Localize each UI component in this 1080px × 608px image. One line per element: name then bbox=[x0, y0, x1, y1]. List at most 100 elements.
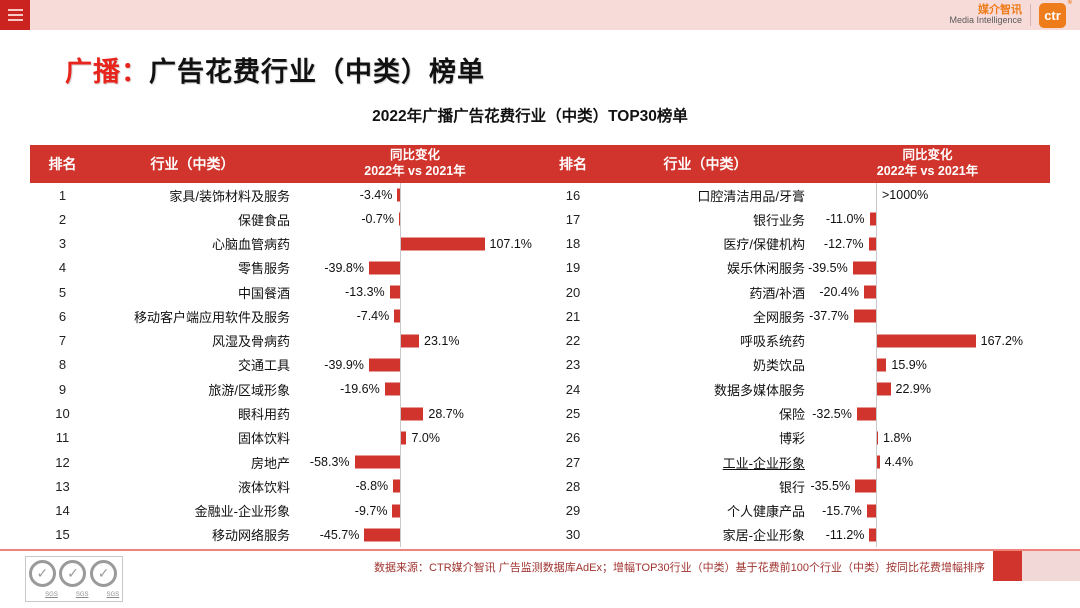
industry-cell: 固体饮料 bbox=[237, 431, 290, 447]
industry-cell: 移动客户端应用软件及服务 bbox=[133, 309, 290, 325]
change-bar bbox=[364, 528, 400, 542]
change-bar-cell: 22.9% bbox=[805, 377, 1050, 402]
table-row: 29 个人健康产品 -15.7% bbox=[540, 498, 1050, 523]
change-label: -20.4% bbox=[819, 285, 859, 300]
logo-text: 媒介智讯 Media Intelligence bbox=[949, 3, 1022, 26]
change-label: -35.5% bbox=[810, 479, 851, 494]
change-bar-cell: -9.7% bbox=[290, 498, 540, 523]
industry-cell: 保健食品 bbox=[237, 212, 290, 228]
change-label: -39.9% bbox=[324, 357, 364, 372]
rank-cell: 29 bbox=[565, 503, 581, 519]
table-row: 17 银行业务 -11.0% bbox=[540, 207, 1050, 232]
rank-cell: 4 bbox=[58, 260, 67, 276]
rank-cell: 13 bbox=[55, 478, 70, 494]
change-label: -13.3% bbox=[345, 285, 385, 300]
change-label: -32.5% bbox=[812, 406, 852, 421]
change-bar-cell: -39.8% bbox=[290, 255, 540, 281]
change-bar-cell: -32.5% bbox=[805, 401, 1050, 426]
rank-cell: 26 bbox=[565, 430, 581, 446]
table-row: 7 风湿及骨病药 23.1% bbox=[30, 328, 540, 354]
change-bar bbox=[868, 237, 876, 251]
sgs-check-icon: ✓ bbox=[90, 560, 118, 587]
header-change-line1: 同比变化 bbox=[389, 148, 440, 163]
industry-cell: 数据多媒体服务 bbox=[713, 382, 805, 398]
table-row: 18 医疗/保健机构 -12.7% bbox=[540, 231, 1050, 257]
change-bar-cell: 4.4% bbox=[805, 449, 1050, 475]
change-bar-cell: -20.4% bbox=[805, 280, 1050, 305]
change-bar-cell: 28.7% bbox=[290, 401, 540, 426]
change-bar bbox=[877, 455, 880, 469]
rank-cell: 6 bbox=[58, 308, 67, 324]
industry-cell: 风湿及骨病药 bbox=[211, 334, 290, 350]
industry-cell: 旅游/区域形象 bbox=[208, 382, 290, 398]
industry-cell: 眼科用药 bbox=[237, 407, 290, 423]
change-bar-cell: -0.7% bbox=[290, 207, 540, 232]
rank-cell: 30 bbox=[565, 527, 581, 543]
menu-button[interactable] bbox=[0, 0, 30, 30]
table-row: 30 家居-企业形象 -11.2% bbox=[540, 522, 1050, 548]
industry-cell: 口腔清洁用品/牙膏 bbox=[697, 188, 805, 204]
change-bar-cell: -12.7% bbox=[805, 231, 1050, 257]
rank-cell: 14 bbox=[55, 503, 70, 519]
industry-cell: 房地产 bbox=[250, 455, 290, 471]
change-label: 167.2% bbox=[980, 333, 1024, 348]
change-bar bbox=[866, 504, 876, 518]
table-row: 22 呼吸系统药 167.2% bbox=[540, 328, 1050, 354]
logo-cn: 媒介智讯 bbox=[978, 3, 1022, 16]
rank-cell: 12 bbox=[55, 454, 70, 470]
change-bar bbox=[392, 504, 400, 518]
change-bar-cell: -3.4% bbox=[290, 183, 540, 208]
data-source-note: 数据来源：CTR媒介智讯 广告监测数据库AdEx；增幅TOP30行业（中类）基于… bbox=[374, 562, 985, 574]
table-row: 21 全网服务 -37.7% bbox=[540, 304, 1050, 329]
industry-cell: 博彩 bbox=[778, 431, 805, 447]
sgs-label: SGS bbox=[45, 592, 58, 598]
industry-cell: 药酒/补酒 bbox=[749, 285, 805, 301]
rank-cell: 20 bbox=[565, 284, 581, 300]
industry-cell: 家具/装饰材料及服务 bbox=[169, 188, 290, 204]
change-bar bbox=[354, 455, 400, 469]
change-bar-cell: 107.1% bbox=[290, 231, 540, 257]
table-header-left: 排名 行业（中类） 同比变化 2022年 vs 2021年 bbox=[30, 145, 540, 183]
change-label: -37.7% bbox=[809, 309, 849, 324]
ctr-logo: 媒介智讯 Media Intelligence ctr ® bbox=[949, 0, 1072, 28]
table-row: 19 娱乐休闲服务 -39.5% bbox=[540, 255, 1050, 281]
logo-badge-label: ctr bbox=[1044, 7, 1061, 23]
table-row: 27 工业-企业形象 4.4% bbox=[540, 449, 1050, 475]
industry-cell: 娱乐休闲服务 bbox=[726, 261, 805, 277]
industry-cell: 中国餐酒 bbox=[237, 285, 290, 301]
change-label: 15.9% bbox=[891, 357, 927, 372]
table-row: 15 移动网络服务 -45.7% bbox=[30, 522, 540, 548]
table-row: 13 液体饮料 -8.8% bbox=[30, 474, 540, 499]
rank-cell: 18 bbox=[565, 236, 581, 252]
rank-cell: 15 bbox=[55, 527, 70, 543]
change-bar bbox=[394, 309, 400, 323]
change-bar-cell: -58.3% bbox=[290, 449, 540, 475]
change-bar bbox=[869, 212, 876, 226]
rank-cell: 3 bbox=[58, 236, 67, 252]
header-industry: 行业（中类） bbox=[663, 156, 748, 172]
industry-cell: 移动网络服务 bbox=[211, 528, 290, 544]
change-bar-cell: -45.7% bbox=[290, 522, 540, 548]
change-bar-cell: 167.2% bbox=[805, 328, 1050, 354]
change-bar-cell: -39.5% bbox=[805, 255, 1050, 281]
industry-cell: 呼吸系统药 bbox=[739, 334, 805, 350]
table-row: 6 移动客户端应用软件及服务 -7.4% bbox=[30, 304, 540, 329]
change-bar bbox=[869, 528, 876, 542]
change-bar bbox=[855, 479, 876, 493]
rank-cell: 17 bbox=[565, 211, 581, 227]
industry-cell: 家居-企业形象 bbox=[722, 528, 805, 544]
table-row: 26 博彩 1.8% bbox=[540, 425, 1050, 451]
header-rank: 排名 bbox=[559, 156, 587, 172]
logo-en: Media Intelligence bbox=[949, 15, 1022, 26]
change-label: -7.4% bbox=[356, 309, 390, 324]
rank-cell: 16 bbox=[565, 187, 581, 203]
rank-cell: 25 bbox=[565, 406, 581, 422]
industry-cell: 心脑血管病药 bbox=[211, 237, 290, 253]
table-row: 25 保险 -32.5% bbox=[540, 401, 1050, 426]
rank-cell: 28 bbox=[565, 478, 581, 494]
change-label: 28.7% bbox=[428, 406, 464, 421]
rank-cell: 5 bbox=[58, 284, 67, 300]
table-row: 11 固体饮料 7.0% bbox=[30, 425, 540, 451]
table-row: 1 家具/装饰材料及服务 -3.4% bbox=[30, 183, 540, 208]
